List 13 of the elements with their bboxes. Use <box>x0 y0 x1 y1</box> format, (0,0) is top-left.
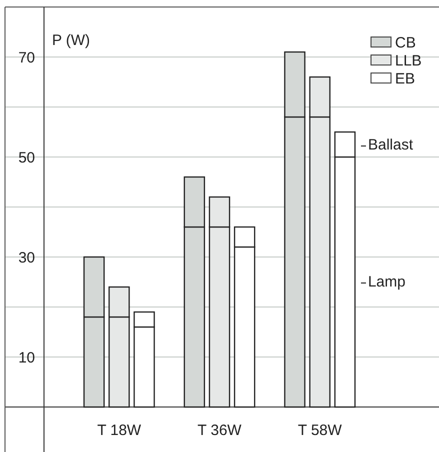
text: Ballast <box>368 136 414 154</box>
x-tick-label: T 36W <box>198 422 242 439</box>
text: Lamp <box>368 273 406 290</box>
x-tick-label: T 18W <box>97 422 142 439</box>
y-tick-label: 70 <box>18 49 35 66</box>
y-axis-title: P (W) <box>52 32 90 49</box>
legend-label: CB <box>395 34 416 52</box>
y-tick-label: 30 <box>18 249 35 266</box>
x-tick-label: T 58W <box>298 422 343 439</box>
y-tick-label: 10 <box>18 349 35 366</box>
text: EB <box>395 70 416 88</box>
y-tick-label: 50 <box>18 149 35 166</box>
legend-label: LLB <box>395 52 422 70</box>
